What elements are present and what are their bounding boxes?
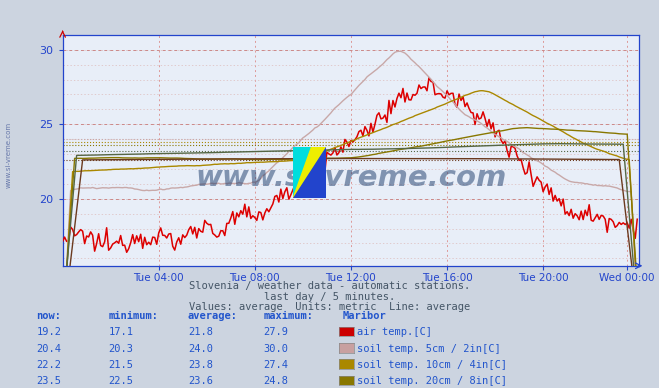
Text: maximum:: maximum: (264, 311, 314, 321)
Text: www.si-vreme.com: www.si-vreme.com (195, 164, 507, 192)
Text: 23.8: 23.8 (188, 360, 213, 370)
Text: now:: now: (36, 311, 61, 321)
Text: average:: average: (188, 311, 238, 321)
Text: air temp.[C]: air temp.[C] (357, 327, 432, 337)
Text: www.si-vreme.com: www.si-vreme.com (5, 122, 12, 188)
Text: 23.5: 23.5 (36, 376, 61, 386)
Text: 21.5: 21.5 (109, 360, 134, 370)
Polygon shape (293, 147, 326, 198)
Polygon shape (293, 147, 312, 198)
Text: 19.2: 19.2 (36, 327, 61, 337)
Text: 27.9: 27.9 (264, 327, 289, 337)
Text: 27.4: 27.4 (264, 360, 289, 370)
Text: soil temp. 10cm / 4in[C]: soil temp. 10cm / 4in[C] (357, 360, 507, 370)
Text: 23.6: 23.6 (188, 376, 213, 386)
Text: Maribor: Maribor (343, 311, 386, 321)
Text: Slovenia / weather data - automatic stations.: Slovenia / weather data - automatic stat… (189, 281, 470, 291)
Text: 22.5: 22.5 (109, 376, 134, 386)
Text: soil temp. 20cm / 8in[C]: soil temp. 20cm / 8in[C] (357, 376, 507, 386)
Text: 21.8: 21.8 (188, 327, 213, 337)
Text: 20.4: 20.4 (36, 343, 61, 353)
Text: soil temp. 5cm / 2in[C]: soil temp. 5cm / 2in[C] (357, 343, 501, 353)
Text: 17.1: 17.1 (109, 327, 134, 337)
Text: 24.8: 24.8 (264, 376, 289, 386)
Polygon shape (293, 147, 326, 198)
Text: 24.0: 24.0 (188, 343, 213, 353)
Text: 20.3: 20.3 (109, 343, 134, 353)
Text: 22.2: 22.2 (36, 360, 61, 370)
Text: 30.0: 30.0 (264, 343, 289, 353)
Text: Values: average  Units: metric  Line: average: Values: average Units: metric Line: aver… (189, 302, 470, 312)
Text: minimum:: minimum: (109, 311, 159, 321)
Text: last day / 5 minutes.: last day / 5 minutes. (264, 291, 395, 301)
